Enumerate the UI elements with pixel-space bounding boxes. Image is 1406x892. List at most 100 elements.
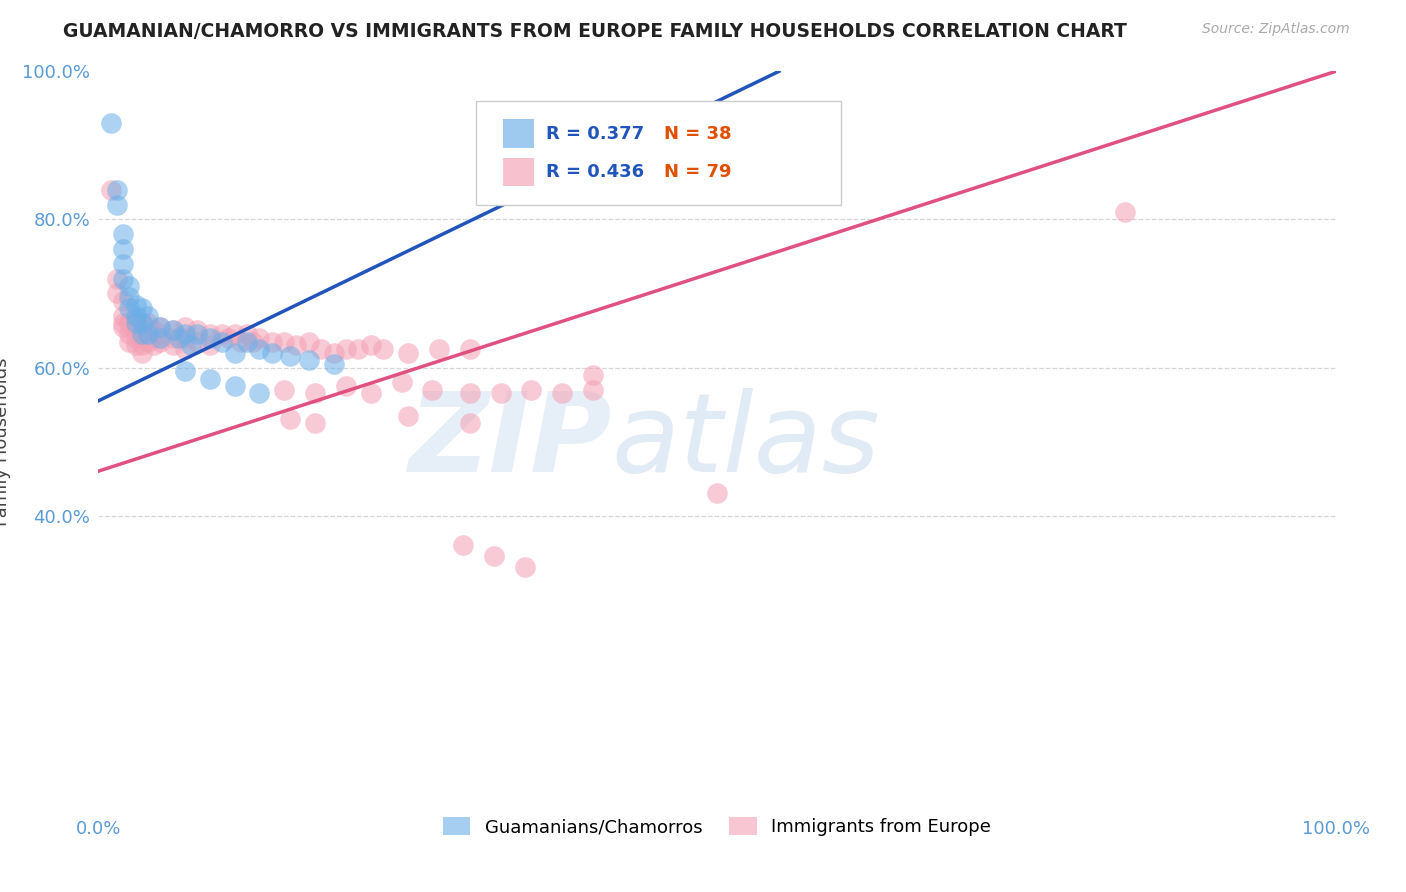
Point (131, 338, 153, 352)
Point (124, 338, 146, 352)
Point (112, 309, 135, 323)
Point (198, 371, 221, 385)
Point (131, 345, 153, 359)
Point (198, 338, 221, 352)
Point (582, 383, 605, 397)
Text: atlas: atlas (612, 388, 880, 495)
Text: Source: ZipAtlas.com: Source: ZipAtlas.com (1202, 22, 1350, 37)
Point (136, 334, 159, 349)
Point (100, 116, 122, 130)
Point (162, 324, 184, 338)
Point (224, 327, 246, 342)
Point (136, 327, 159, 342)
Point (118, 290, 141, 304)
Point (551, 386, 574, 401)
Point (143, 338, 166, 352)
Point (112, 242, 135, 256)
Point (285, 338, 308, 352)
Point (224, 379, 246, 393)
Point (124, 297, 146, 311)
Point (124, 309, 146, 323)
Point (112, 293, 135, 308)
Y-axis label: Family Households: Family Households (0, 358, 11, 525)
Point (162, 331, 184, 345)
Point (124, 316, 146, 330)
Point (174, 319, 197, 334)
Point (112, 257, 135, 271)
Point (131, 316, 153, 330)
Point (273, 334, 295, 349)
Point (347, 342, 370, 356)
Point (180, 338, 202, 352)
Point (112, 271, 135, 285)
Point (298, 353, 321, 368)
Point (236, 334, 259, 349)
Point (309, 342, 332, 356)
Point (396, 409, 419, 423)
Point (105, 197, 128, 211)
Point (198, 331, 221, 345)
Bar (503, 158, 534, 186)
Point (124, 331, 146, 345)
Point (211, 327, 233, 342)
Point (118, 279, 141, 293)
Point (335, 342, 357, 356)
Point (304, 386, 326, 401)
Point (224, 345, 246, 359)
Point (360, 338, 382, 352)
Text: ZIP: ZIP (408, 388, 612, 495)
Point (453, 538, 475, 552)
Point (211, 334, 233, 349)
Point (217, 331, 239, 345)
Point (273, 383, 295, 397)
Point (360, 386, 382, 401)
Point (136, 327, 159, 342)
Point (174, 342, 197, 356)
Point (186, 324, 208, 338)
Point (371, 342, 394, 356)
Point (427, 342, 450, 356)
Point (260, 345, 283, 359)
Point (118, 334, 141, 349)
Legend: Guamanians/Chamorros, Immigrants from Europe: Guamanians/Chamorros, Immigrants from Eu… (436, 810, 998, 844)
Point (124, 324, 146, 338)
Point (582, 368, 605, 382)
Point (489, 386, 512, 401)
Point (278, 350, 301, 364)
Point (149, 319, 172, 334)
Point (520, 383, 543, 397)
Point (458, 342, 481, 356)
Point (136, 316, 159, 330)
Point (458, 386, 481, 401)
Point (247, 331, 270, 345)
Point (229, 334, 252, 349)
Point (149, 319, 172, 334)
Point (198, 327, 221, 342)
Point (162, 338, 184, 352)
Point (1114, 205, 1136, 219)
Point (100, 183, 122, 197)
Text: R = 0.436: R = 0.436 (547, 163, 644, 181)
Bar (503, 120, 534, 147)
Point (131, 324, 153, 338)
Point (484, 549, 506, 564)
Point (112, 319, 135, 334)
Point (118, 301, 141, 316)
Point (149, 334, 172, 349)
Point (396, 345, 419, 359)
Point (162, 324, 184, 338)
Point (186, 334, 208, 349)
Point (112, 316, 135, 330)
Point (131, 327, 153, 342)
Point (335, 379, 357, 393)
Point (186, 327, 208, 342)
Point (136, 309, 159, 323)
Point (260, 334, 283, 349)
Point (174, 327, 197, 342)
Point (105, 183, 128, 197)
Point (174, 331, 197, 345)
Point (322, 357, 344, 371)
Point (131, 331, 153, 345)
Point (136, 319, 159, 334)
Point (247, 386, 270, 401)
